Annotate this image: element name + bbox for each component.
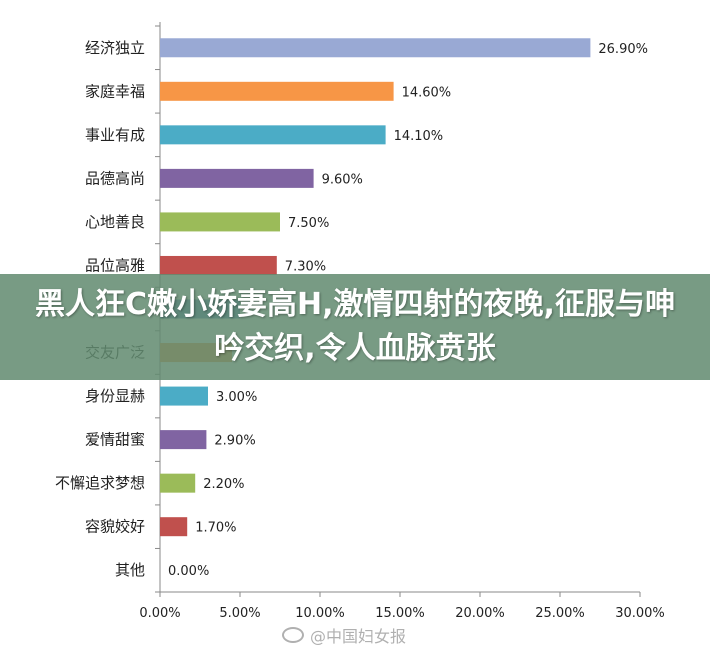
overlay-banner: 黑人狂C嫩小娇妻高H,激情四射的夜晚,征服与呻吟交织,令人血脉贲张 — [0, 274, 710, 380]
category-label: 心地善良 — [85, 213, 145, 231]
category-label: 品位高雅 — [85, 256, 145, 274]
category-label: 身份显赫 — [85, 387, 145, 405]
watermark-text: @中国妇女报 — [310, 627, 407, 646]
value-label: 26.90% — [598, 42, 648, 57]
value-label: 14.10% — [394, 129, 444, 144]
x-tick-label: 30.00% — [615, 606, 665, 621]
bar — [160, 81, 394, 101]
bar — [160, 386, 208, 406]
value-label: 2.20% — [203, 477, 244, 492]
value-label: 9.60% — [322, 172, 363, 187]
banner-text: 黑人狂C嫩小娇妻高H,激情四射的夜晚,征服与呻吟交织,令人血脉贲张 — [35, 287, 675, 366]
x-tick-label: 0.00% — [139, 606, 180, 621]
watermark: @中国妇女报 — [282, 623, 406, 647]
category-label: 爱情甜蜜 — [85, 431, 145, 449]
value-label: 3.00% — [216, 390, 257, 405]
value-label: 14.60% — [402, 85, 452, 100]
x-tick-label: 5.00% — [219, 606, 260, 621]
x-tick-label: 10.00% — [295, 606, 345, 621]
bar — [160, 473, 196, 493]
category-label: 容貌姣好 — [85, 518, 145, 536]
value-label: 2.90% — [214, 434, 255, 449]
bar — [160, 212, 280, 232]
category-label: 其他 — [115, 561, 145, 579]
value-label: 1.70% — [195, 521, 236, 536]
category-label: 品德高尚 — [85, 169, 145, 187]
category-label: 家庭幸福 — [85, 82, 145, 100]
value-label: 0.00% — [168, 564, 209, 579]
bar — [160, 430, 207, 450]
x-tick-label: 15.00% — [375, 606, 425, 621]
category-label: 经济独立 — [85, 39, 145, 57]
bar — [160, 255, 277, 275]
category-label: 事业有成 — [85, 126, 145, 144]
category-label: 不懈追求梦想 — [55, 474, 145, 492]
x-tick-label: 20.00% — [455, 606, 505, 621]
bar — [160, 38, 591, 58]
x-tick-label: 25.00% — [535, 606, 585, 621]
value-label: 7.30% — [285, 259, 326, 274]
weibo-icon — [282, 627, 304, 643]
bar — [160, 125, 386, 145]
bar — [160, 517, 188, 537]
value-label: 7.50% — [288, 216, 329, 231]
bar — [160, 168, 314, 188]
